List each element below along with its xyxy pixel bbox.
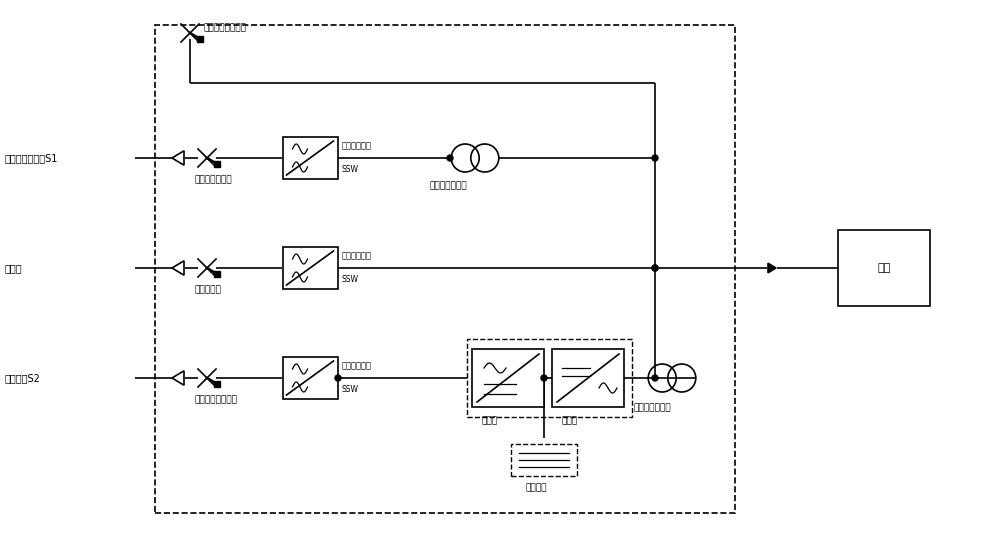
Circle shape — [447, 155, 453, 161]
Bar — [511, 444, 576, 476]
Text: 发电机: 发电机 — [5, 263, 23, 273]
Text: SSW: SSW — [342, 166, 359, 174]
Bar — [552, 349, 624, 407]
Bar — [283, 137, 338, 179]
Polygon shape — [172, 261, 184, 275]
Text: 手动维修旁路开关: 手动维修旁路开关 — [204, 24, 247, 32]
Bar — [472, 349, 544, 407]
Circle shape — [652, 265, 658, 271]
Text: 负载: 负载 — [877, 263, 891, 273]
Bar — [283, 357, 338, 399]
Polygon shape — [768, 263, 776, 273]
Text: 主电源输入模块S1: 主电源输入模块S1 — [5, 153, 58, 163]
Circle shape — [335, 375, 341, 381]
Circle shape — [541, 375, 547, 381]
Polygon shape — [172, 151, 184, 165]
Text: 发电机开关: 发电机开关 — [195, 286, 222, 294]
Circle shape — [652, 265, 658, 271]
Bar — [838, 230, 930, 306]
Circle shape — [652, 375, 658, 381]
Bar — [283, 247, 338, 289]
Text: 静态切换开关: 静态切换开关 — [342, 362, 372, 371]
Text: SSW: SSW — [342, 275, 359, 285]
Polygon shape — [172, 371, 184, 385]
Text: 整流器: 整流器 — [482, 416, 498, 426]
Text: 超级电容: 超级电容 — [526, 484, 548, 492]
Circle shape — [652, 155, 658, 161]
Text: 备用电源输入开关: 备用电源输入开关 — [195, 395, 238, 405]
Text: 主电源输入开关: 主电源输入开关 — [195, 175, 233, 185]
Text: 第二隔离变压器: 第二隔离变压器 — [634, 404, 672, 413]
Text: 静态切换开关: 静态切换开关 — [342, 141, 372, 151]
Text: 逆变器: 逆变器 — [562, 416, 578, 426]
Text: 第一隔离变压器: 第一隔离变压器 — [430, 181, 468, 190]
Bar — [155, 25, 735, 513]
Text: SSW: SSW — [342, 386, 359, 394]
Text: 备用电源S2: 备用电源S2 — [5, 373, 41, 383]
Bar — [467, 339, 632, 417]
Text: 静态切换开关: 静态切换开关 — [342, 251, 372, 260]
